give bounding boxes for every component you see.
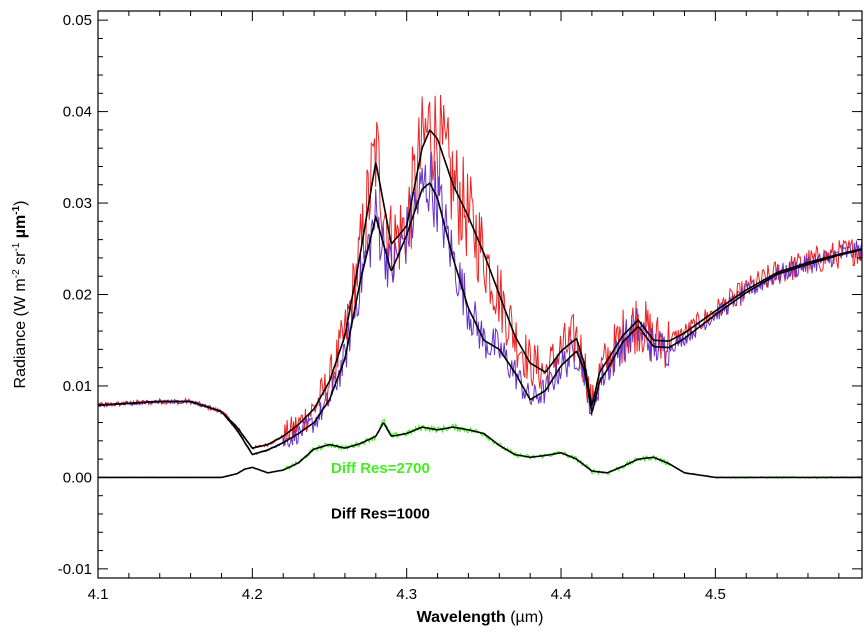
y-axis-title-mid: sr [12, 251, 29, 269]
y-axis-title-exp2: -1 [11, 242, 22, 251]
y-tick-label: 0.02 [63, 287, 92, 304]
y-tick-label: 0.01 [63, 378, 92, 395]
y-tick-label: 0.03 [63, 195, 92, 212]
y-axis-title-exp3: -1 [11, 205, 22, 214]
y-tick-label: 0.05 [63, 12, 92, 29]
series-line-noisy-high [97, 94, 863, 450]
annotation-label: Diff Res=1000 [331, 506, 430, 523]
x-tick-label: 4.3 [396, 586, 417, 603]
y-axis-title-close: ) [12, 201, 29, 206]
plot-frame [97, 10, 863, 579]
y-tick-label: 0.00 [63, 469, 92, 486]
series-line-smooth-low [97, 181, 863, 456]
x-axis-title-main: Wavelength [417, 609, 506, 626]
tick-layer: 4.1 4.2 4.3 4.4 4.5 -0.01 0.00 0.01 0.02 0.03 0.04… [58, 11, 862, 603]
series-line-diff-noisy [97, 418, 862, 480]
y-axis-title: Radiance (W m-2 sr-1 µm-1) [11, 201, 29, 389]
series-layer [97, 94, 863, 480]
y-axis-title-unit: µm [12, 215, 29, 243]
x-axis-title-unit: (µm) [506, 609, 544, 626]
series-line-smooth-high [97, 129, 863, 450]
x-tick-label: 4.1 [88, 586, 109, 603]
x-axis-title: Wavelength (µm) [417, 609, 544, 626]
annotation-label: Diff Res=2700 [331, 460, 430, 477]
x-tick-label: 4.4 [551, 586, 572, 603]
annotation-layer: Diff Res=2700 Diff Res=1000 [331, 460, 430, 523]
series-line-diff-smooth [98, 421, 862, 479]
y-tick-label: 0.04 [63, 104, 92, 121]
x-tick-label: 4.2 [242, 586, 263, 603]
x-tick-label: 4.5 [705, 586, 726, 603]
y-axis-title-exp1: -2 [11, 269, 22, 278]
y-tick-label: -0.01 [58, 561, 92, 578]
y-axis-title-main: Radiance (W m [12, 278, 29, 388]
